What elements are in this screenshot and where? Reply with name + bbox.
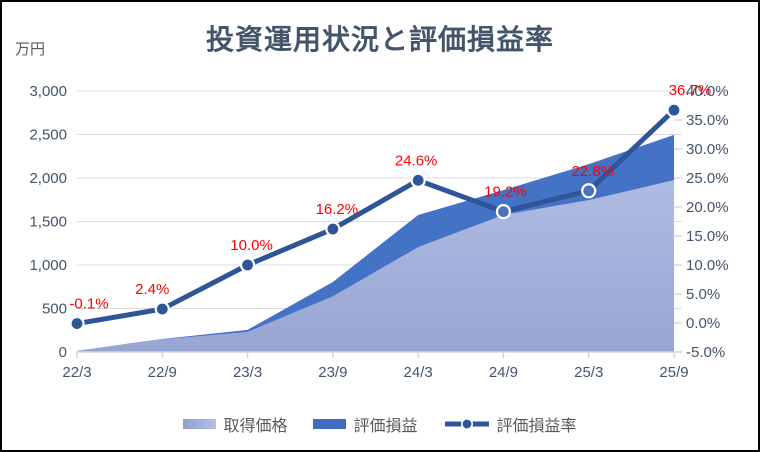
legend-item-valuation-gain: 評価損益 bbox=[313, 412, 418, 436]
x-axis-category-label: 23/3 bbox=[233, 364, 262, 381]
right-axis-tick-label: 5.0% bbox=[686, 286, 720, 303]
rate-data-label: 16.2% bbox=[316, 201, 359, 218]
right-axis-tick-label: 40.0% bbox=[686, 83, 729, 100]
right-axis-tick-label: 20.0% bbox=[686, 199, 729, 216]
rate-data-label: -0.1% bbox=[69, 296, 108, 313]
line-marker-swatch-icon bbox=[444, 418, 489, 430]
chart-title: 投資運用状況と評価損益率 bbox=[205, 24, 554, 55]
rate-data-label: 10.0% bbox=[230, 237, 273, 254]
x-axis-category-label: 23/9 bbox=[318, 364, 347, 381]
rate-marker bbox=[154, 301, 170, 317]
right-axis-tick-label: -5.0% bbox=[686, 344, 725, 361]
rate-marker bbox=[581, 183, 597, 199]
legend-item-valuation-gain-rate: 評価損益率 bbox=[444, 412, 577, 436]
rate-data-label: 24.6% bbox=[395, 152, 438, 169]
x-axis-category-label: 25/3 bbox=[574, 364, 603, 381]
rate-marker bbox=[69, 315, 85, 332]
area-dark-swatch-icon bbox=[313, 419, 347, 429]
rate-data-label: 2.4% bbox=[135, 281, 169, 298]
left-axis-tick-label: 1,000 bbox=[29, 257, 67, 274]
right-axis-tick-label: 10.0% bbox=[686, 257, 729, 274]
rate-marker bbox=[666, 102, 682, 118]
rate-data-label: 36.7% bbox=[669, 82, 712, 99]
left-axis-tick-label: 500 bbox=[42, 301, 67, 318]
right-axis-tick-label: 0.0% bbox=[686, 315, 720, 332]
rate-data-label: 19.2% bbox=[484, 184, 527, 201]
area-light-swatch-icon bbox=[183, 419, 217, 429]
legend-label: 評価損益 bbox=[353, 418, 418, 435]
left-axis-tick-label: 2,500 bbox=[29, 127, 67, 144]
x-axis-category-label: 24/9 bbox=[489, 364, 518, 381]
right-axis-tick-label: 15.0% bbox=[686, 228, 729, 245]
right-axis-tick-label: 35.0% bbox=[686, 112, 729, 129]
legend-label: 取得価格 bbox=[223, 418, 288, 435]
area-acquisition-price bbox=[77, 180, 674, 352]
x-axis-category-label: 25/9 bbox=[659, 364, 688, 381]
right-axis-tick-label: 30.0% bbox=[686, 141, 729, 158]
legend-label: 評価損益率 bbox=[496, 418, 577, 435]
rate-marker bbox=[410, 172, 426, 188]
left-axis-tick-label: 2,000 bbox=[29, 170, 67, 187]
rate-data-label: 22.8% bbox=[571, 163, 614, 180]
left-axis-tick-label: 3,000 bbox=[29, 83, 67, 100]
rate-marker bbox=[495, 204, 512, 220]
area-valuation-gain bbox=[77, 134, 674, 351]
rate-marker bbox=[239, 257, 256, 273]
left-axis-tick-label: 1,500 bbox=[29, 214, 67, 231]
x-axis-category-label: 24/3 bbox=[404, 364, 433, 381]
right-axis-tick-label: 25.0% bbox=[686, 170, 729, 187]
legend-item-acquisition-price: 取得価格 bbox=[183, 412, 287, 436]
left-axis-tick-label: 0 bbox=[59, 344, 67, 361]
x-axis-category-label: 22/9 bbox=[148, 364, 177, 381]
x-axis-category-label: 22/3 bbox=[62, 364, 91, 381]
left-axis-unit-label: 万円 bbox=[15, 41, 46, 58]
chart-legend: 取得価格 評価損益 評価損益率 bbox=[2, 412, 758, 436]
rate-marker bbox=[325, 221, 341, 237]
rate-line bbox=[74, 107, 677, 327]
